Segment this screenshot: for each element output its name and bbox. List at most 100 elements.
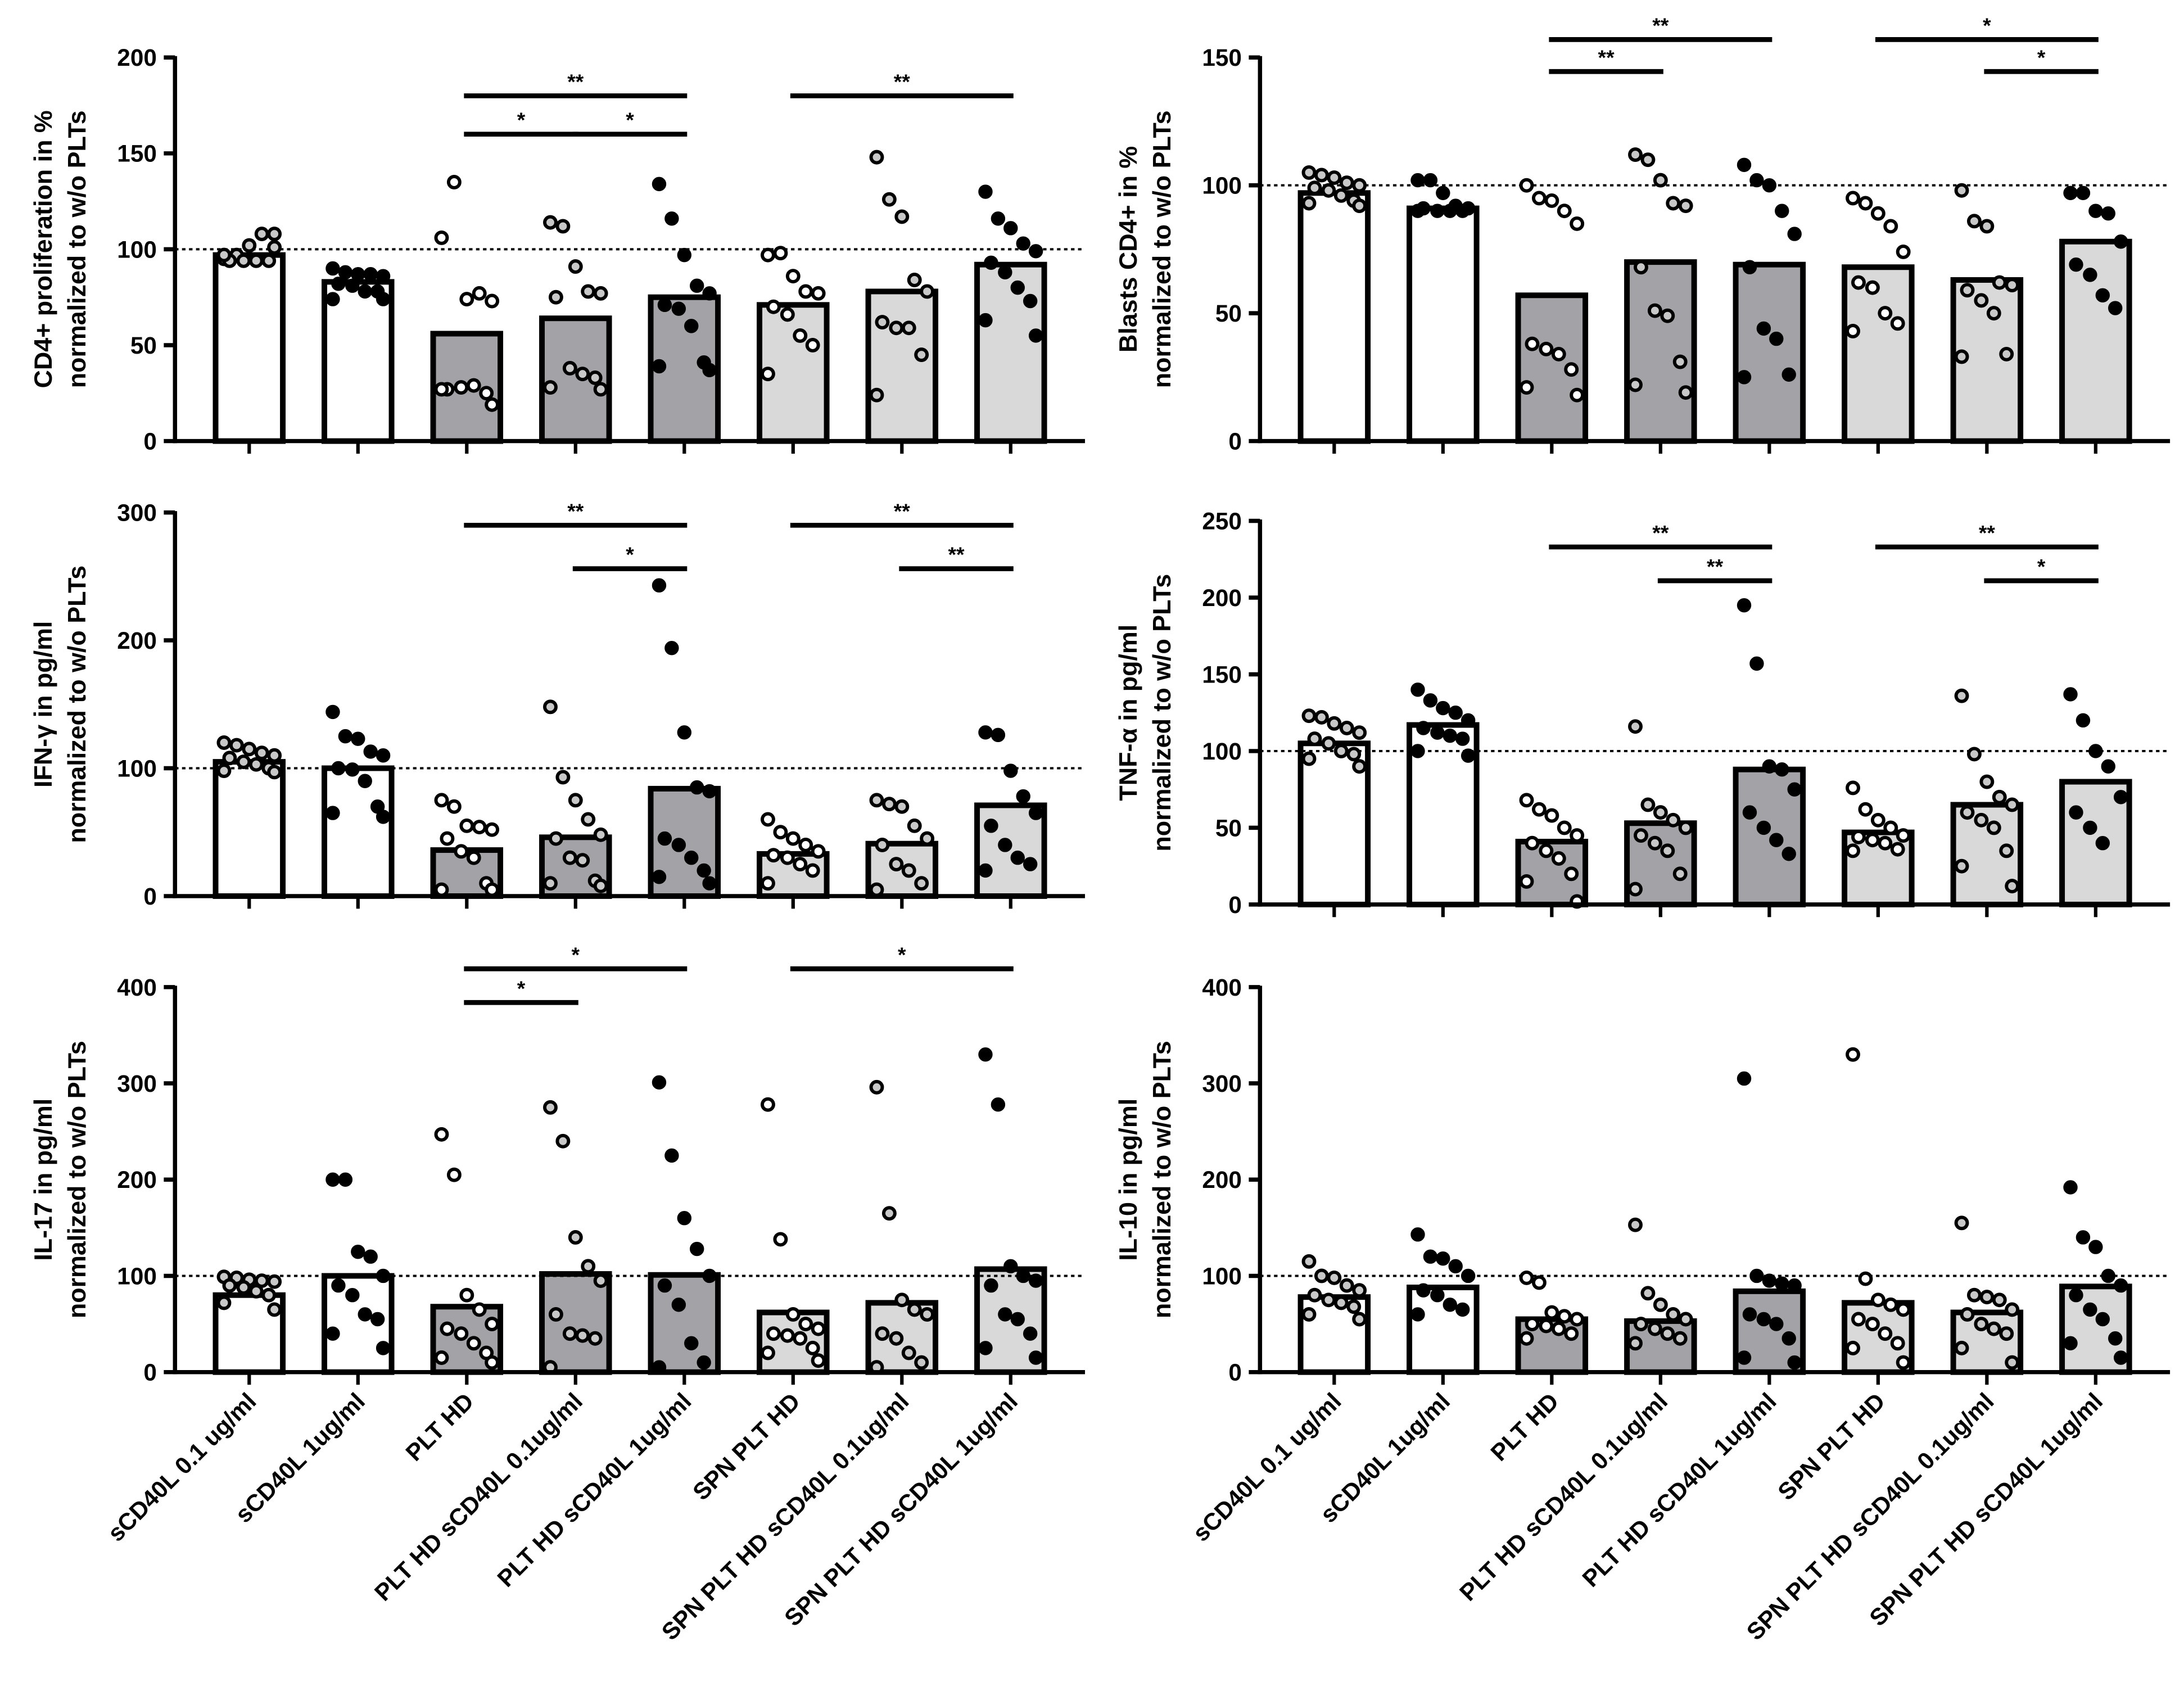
data-point <box>1314 168 1329 183</box>
data-point <box>338 729 353 744</box>
data-point <box>1519 1270 1534 1285</box>
data-point <box>325 704 340 720</box>
x-tick-label: PLT HD <box>1486 1388 1564 1466</box>
data-point <box>1896 1355 1911 1370</box>
data-point <box>978 313 993 328</box>
y-tick-label: 0 <box>143 883 157 910</box>
significance-label: * <box>517 977 526 1000</box>
data-point <box>894 1292 910 1308</box>
data-point <box>920 831 935 846</box>
data-point <box>1352 1283 1367 1298</box>
data-point <box>798 838 813 852</box>
bar <box>1733 261 1806 444</box>
data-point <box>1890 316 1905 331</box>
data-point <box>1999 346 2014 361</box>
data-point <box>1301 708 1317 724</box>
data-point <box>543 215 558 230</box>
y-tick-label: 0 <box>143 1359 157 1386</box>
data-point <box>1672 354 1688 369</box>
data-point <box>1960 283 1975 298</box>
data-point <box>1896 1302 1911 1317</box>
data-point <box>459 292 474 307</box>
data-point <box>593 1273 608 1288</box>
data-point <box>555 770 571 785</box>
data-point <box>2069 1288 2083 1303</box>
data-point <box>1519 874 1534 889</box>
data-point <box>690 278 704 293</box>
y-axis-label: IL-10 in pg/ml <box>1114 1099 1142 1261</box>
data-point <box>657 831 672 846</box>
data-point <box>1352 198 1367 214</box>
data-point <box>761 367 775 382</box>
data-point <box>780 1328 795 1343</box>
x-tick-label: PLT HD sCD40L 1ug/ml <box>492 1388 697 1592</box>
data-point <box>1544 193 1559 208</box>
data-point <box>2005 278 2020 293</box>
y-tick-label: 200 <box>1202 1167 1242 1193</box>
y-tick-label: 0 <box>1228 892 1242 918</box>
data-point <box>805 863 820 878</box>
data-point <box>1010 1312 1025 1327</box>
data-point <box>1883 1297 1898 1312</box>
data-point <box>1539 843 1554 858</box>
x-tick-label: SPN PLT HD <box>688 1388 805 1506</box>
data-point <box>267 227 282 242</box>
data-point <box>216 735 232 750</box>
data-point <box>773 246 788 261</box>
y-axis-label: TNF-α in pg/ml <box>1114 625 1142 801</box>
data-point <box>1436 186 1450 201</box>
data-point <box>1333 188 1349 203</box>
data-point <box>1525 1317 1540 1332</box>
data-point <box>568 1230 583 1245</box>
data-point <box>671 301 686 316</box>
data-point <box>434 1350 449 1365</box>
data-point <box>1865 1317 1880 1332</box>
data-point <box>652 870 667 884</box>
data-point <box>684 851 699 865</box>
x-tick-label: PLT HD sCD40L 1ug/ml <box>1577 1388 1781 1592</box>
data-point <box>338 1172 353 1187</box>
data-point <box>472 1302 487 1317</box>
data-point <box>358 774 372 788</box>
data-point <box>593 382 608 397</box>
data-point <box>1974 1317 1989 1332</box>
data-point <box>773 825 788 840</box>
data-point <box>543 380 558 395</box>
data-point <box>664 1148 679 1163</box>
significance-label: * <box>626 543 634 566</box>
panel-4: 0 50 100 150 200 250 TNF-α in pg/ml normalized … <box>1114 508 2171 918</box>
data-point <box>1870 206 1885 221</box>
data-point <box>358 1307 372 1322</box>
data-point <box>325 261 340 276</box>
data-point <box>1737 157 1752 172</box>
data-point <box>1423 693 1438 708</box>
data-point <box>345 278 360 293</box>
data-point <box>761 1097 775 1112</box>
data-point <box>702 1268 717 1283</box>
data-point <box>1634 1317 1648 1332</box>
data-point <box>2063 1336 2078 1351</box>
data-point <box>1416 721 1431 735</box>
data-point <box>2063 1180 2078 1195</box>
significance-label: ** <box>567 70 584 93</box>
data-point <box>1737 1350 1752 1365</box>
data-point <box>434 1127 449 1142</box>
data-point <box>785 831 801 846</box>
data-point <box>889 857 904 872</box>
data-point <box>1321 736 1336 751</box>
data-point <box>1992 789 2007 804</box>
data-point <box>1551 1321 1566 1336</box>
data-point <box>1544 1305 1559 1320</box>
data-point <box>1634 828 1648 843</box>
y-tick-label: 100 <box>117 1263 157 1289</box>
data-point <box>216 247 232 263</box>
data-point <box>1787 782 1802 797</box>
data-point <box>363 267 378 282</box>
data-point <box>1749 1268 1764 1283</box>
data-point <box>907 1302 922 1317</box>
data-point <box>1851 1312 1866 1327</box>
data-point <box>1846 324 1860 338</box>
data-point <box>1678 1312 1693 1327</box>
data-point <box>1678 198 1693 214</box>
